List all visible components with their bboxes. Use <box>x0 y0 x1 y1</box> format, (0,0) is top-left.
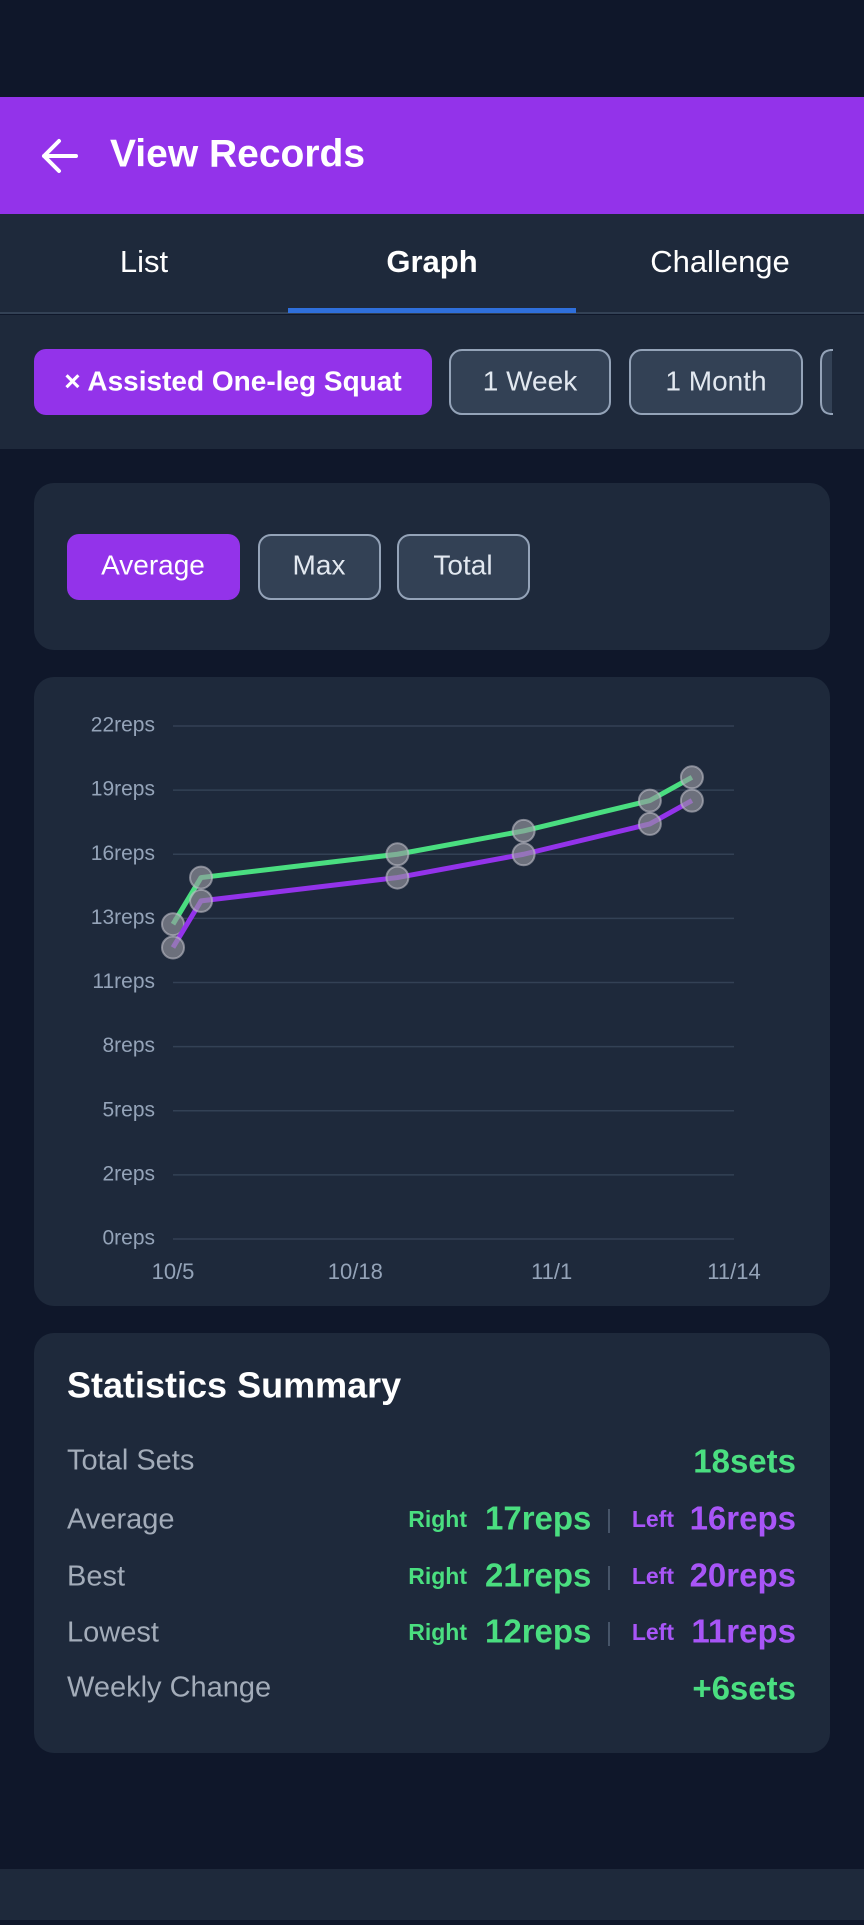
stat-label: Lowest <box>67 1617 159 1649</box>
y-tick-label: 22reps <box>91 714 155 737</box>
data-point <box>511 818 536 843</box>
x-tick-label: 11/1 <box>531 1259 572 1284</box>
data-point <box>679 788 704 813</box>
stat-value: 20reps <box>690 1557 796 1594</box>
data-point <box>161 912 185 937</box>
stat-value: 18sets <box>693 1443 796 1480</box>
metric-button-label: Average <box>101 549 205 580</box>
data-point <box>385 842 410 867</box>
y-tick-label: 8reps <box>102 1034 155 1057</box>
y-tick-label: 5reps <box>102 1098 155 1121</box>
y-tick-label: 19reps <box>91 778 155 801</box>
x-tick-label: 11/14 <box>707 1259 760 1284</box>
page-title: View Records <box>110 132 365 175</box>
stat-value: 12reps <box>485 1613 591 1650</box>
stat-side-label: Left <box>632 1506 675 1532</box>
stats-rows: Total Sets 18sets Average Right 17reps Left 16… <box>67 1443 796 1707</box>
stat-label: Average <box>67 1504 175 1536</box>
tab-indicator <box>288 308 576 313</box>
stat-side-label: Right <box>408 1506 467 1532</box>
y-tick-label: 13reps <box>91 906 155 929</box>
stat-label: Weekly Change <box>67 1672 271 1704</box>
stats-card <box>34 1333 830 1753</box>
tab[interactable]: Graph <box>386 244 477 279</box>
filter-chip[interactable] <box>629 349 803 415</box>
stat-value: 11reps <box>691 1613 796 1650</box>
stat-label: Best <box>67 1561 125 1593</box>
data-point <box>679 765 704 790</box>
data-point <box>189 865 214 890</box>
y-tick-label: 2reps <box>102 1162 155 1185</box>
data-point <box>511 842 536 867</box>
stat-side-label: Right <box>408 1619 467 1645</box>
data-point <box>189 888 214 913</box>
filter-chip-label: 1 Week <box>483 365 578 396</box>
filter-chip[interactable] <box>449 349 611 415</box>
tab[interactable]: List <box>120 244 169 279</box>
tab[interactable]: Challenge <box>650 244 790 279</box>
y-tick-label: 0reps <box>102 1227 155 1250</box>
stat-side-label: Left <box>632 1619 675 1645</box>
metric-button-label: Total <box>433 549 492 580</box>
stat-value: 17reps <box>485 1500 591 1537</box>
stats-title: Statistics Summary <box>67 1365 401 1406</box>
x-tick-label: 10/5 <box>152 1259 195 1284</box>
filter-chip-label: 1 Month <box>665 365 766 396</box>
chart: 0reps 2reps 5reps 8reps 11reps 13reps 16reps 19… <box>91 714 761 1284</box>
y-tick-label: 11reps <box>92 970 155 993</box>
stat-side-label: Right <box>408 1563 467 1589</box>
metric-button[interactable] <box>397 534 530 600</box>
data-point <box>161 935 185 960</box>
stat-label: Total Sets <box>67 1445 194 1477</box>
metric-button[interactable] <box>258 534 381 600</box>
filter-chip-partial[interactable] <box>820 349 833 415</box>
chart-card <box>34 677 830 1306</box>
back-button[interactable] <box>42 139 78 173</box>
y-tick-label: 16reps <box>91 842 155 865</box>
nav-bar <box>0 1869 864 1920</box>
tab-bar <box>0 214 864 314</box>
metric-button-label: Max <box>293 549 346 580</box>
data-point <box>637 788 662 813</box>
filter-chip-label: × Assisted One-leg Squat <box>64 365 401 396</box>
data-point <box>637 811 662 836</box>
metric-button[interactable] <box>67 534 240 600</box>
x-tick-label: 10/18 <box>328 1259 383 1284</box>
data-point <box>385 865 410 890</box>
app-bar <box>0 97 864 214</box>
stat-side-label: Left <box>632 1563 675 1589</box>
stat-value: +6sets <box>692 1670 796 1707</box>
stat-value: 21reps <box>485 1557 591 1594</box>
filter-chip[interactable] <box>34 349 432 415</box>
stat-value: 16reps <box>690 1500 796 1537</box>
